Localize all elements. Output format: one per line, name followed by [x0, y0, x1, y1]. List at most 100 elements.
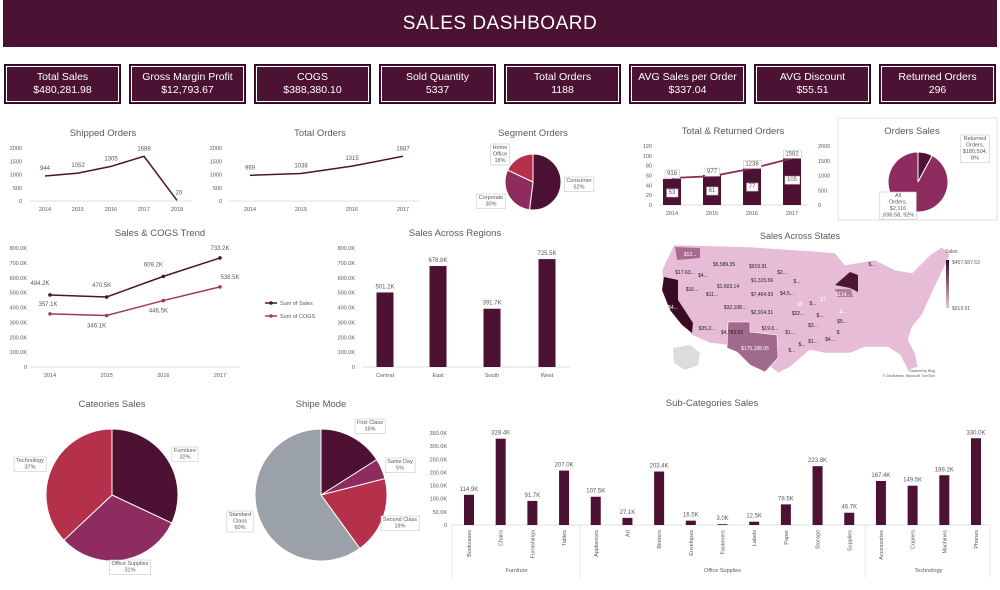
state-california [662, 277, 693, 333]
x-tick-label: 2015 [706, 211, 718, 217]
y-tick-label: 1500 [818, 159, 830, 165]
kpi-sold-quantity: Sold Quantity 5337 [379, 64, 496, 104]
state-sales-label: $7,464.93 [751, 292, 773, 298]
x-tick-label: 2014 [666, 211, 678, 217]
data-label: 538.5K [220, 275, 239, 281]
ship-mode-slice [320, 428, 378, 496]
y-tick-label: 0 [818, 203, 821, 209]
y-tick-label: 100.0K [10, 350, 28, 356]
data-label-box [743, 160, 762, 169]
total-orders-line [249, 155, 404, 177]
y-tick-label: 200.0K [338, 335, 356, 341]
states-map[interactable]: Sales Across States $13... $5,589.35 $919.… [661, 231, 980, 378]
subcategory-bar [622, 517, 633, 525]
series-marker [48, 312, 52, 316]
subcategory-bar [495, 438, 506, 525]
x-tick-label: Envelopes [689, 530, 695, 556]
x-tick-label: 2014 [244, 207, 256, 213]
x-tick-label: Labels [752, 530, 758, 546]
data-label-box [783, 150, 802, 159]
x-tick-label: 2017 [138, 207, 150, 213]
data-label-box [380, 515, 420, 531]
map-legend-title: Sales [945, 249, 958, 255]
x-tick-label: 2015 [101, 373, 113, 379]
subcategory-bar [907, 485, 918, 525]
x-tick-label: Storage [816, 530, 822, 549]
y-tick-label: 2000 [818, 144, 830, 150]
x-tick-label: 2017 [214, 373, 226, 379]
y-tick-label: 40 [646, 183, 652, 189]
state-sales-label: $22... [792, 311, 805, 317]
data-label-box [746, 182, 759, 192]
x-tick-label: 2018 [171, 207, 183, 213]
y-tick-label: 300.0K [10, 320, 28, 326]
bar-data-label: 61 [709, 188, 716, 194]
shipped-orders-line [44, 155, 178, 201]
map-legend-min: $919.91 [952, 306, 970, 312]
orders-sales-title: Orders Sales [884, 126, 940, 137]
subcategories-title: Sub-Categories Sales [666, 398, 759, 409]
x-tick-label: Bookcases [467, 530, 473, 557]
series-marker [218, 285, 222, 289]
kpi-avg-sales: AVG Sales per Order $337.04 [629, 64, 746, 104]
x-tick-label: Machines [942, 530, 948, 554]
state-sales-label: $7 [820, 297, 826, 303]
x-tick-label: Copiers [911, 530, 917, 549]
kpi-label: Returned Orders [898, 71, 977, 83]
categories-slice [111, 428, 179, 524]
subcategory-bar [717, 524, 728, 525]
x-tick-label: 2014 [39, 207, 51, 213]
alaska-shape [673, 345, 700, 370]
y-tick-label: 100 [643, 154, 652, 160]
state-sales-label: $2... [777, 270, 787, 276]
y-tick-label: 1000 [818, 174, 830, 180]
data-label: 1052 [71, 163, 85, 169]
kpi-label: AVG Discount [779, 71, 846, 83]
y-tick-label: 0 [24, 365, 27, 371]
data-label: 1038 [294, 163, 308, 169]
pie-data-label: Returned Orders, $180,504, 8% [963, 136, 988, 162]
y-tick-label: 1500 [210, 159, 222, 165]
series-marker [218, 256, 222, 260]
y-tick-label: 0 [19, 199, 22, 205]
group-label: Furniture [506, 568, 528, 574]
ship-mode-slice [254, 428, 361, 562]
y-tick-label: 20 [646, 193, 652, 199]
segment-slice [506, 153, 534, 183]
subcategory-bar [464, 494, 474, 525]
subcategory-bar [939, 475, 950, 525]
y-tick-label: 800.0K [10, 246, 28, 252]
state-texas [726, 321, 779, 373]
x-tick-label: Fasteners [721, 530, 727, 555]
data-label: 189.2K [935, 467, 954, 473]
series-marker [161, 274, 166, 279]
state-sales-label: $... [794, 279, 801, 285]
group-label: Office Supplies [704, 568, 741, 574]
data-label-box [354, 418, 386, 434]
kpi-value: $337.04 [668, 84, 707, 96]
legend-marker [269, 301, 273, 305]
state-sales-label: $1... [808, 339, 818, 345]
subcategory-bar [844, 512, 855, 525]
state-sales-label: $... [840, 309, 847, 315]
pie-data-label: Consumer 52% [566, 178, 592, 191]
x-tick-label: 2015 [295, 207, 307, 213]
data-label: 167.4K [871, 473, 890, 479]
x-tick-label: Furnishings [530, 530, 536, 559]
y-tick-label: 50.0K [433, 510, 448, 516]
y-tick-label: 1500 [10, 159, 22, 165]
state-sales-label: $4... [698, 273, 708, 279]
data-label: 20 [176, 190, 183, 196]
pie-data-label: Home Office 18% [493, 145, 508, 164]
segment-slice [504, 169, 534, 211]
data-label: 46.7K [841, 505, 857, 511]
kpi-label: Gross Margin Profit [142, 71, 233, 83]
state-sales-label: $ [837, 360, 840, 366]
data-label: 391.7K [482, 301, 501, 307]
region-bar [538, 259, 556, 367]
data-label: 733.2K [210, 246, 229, 252]
x-tick-label: 2016 [105, 207, 117, 213]
y-tick-label: 120 [643, 144, 652, 150]
total-orders-title: Total Orders [294, 128, 346, 139]
